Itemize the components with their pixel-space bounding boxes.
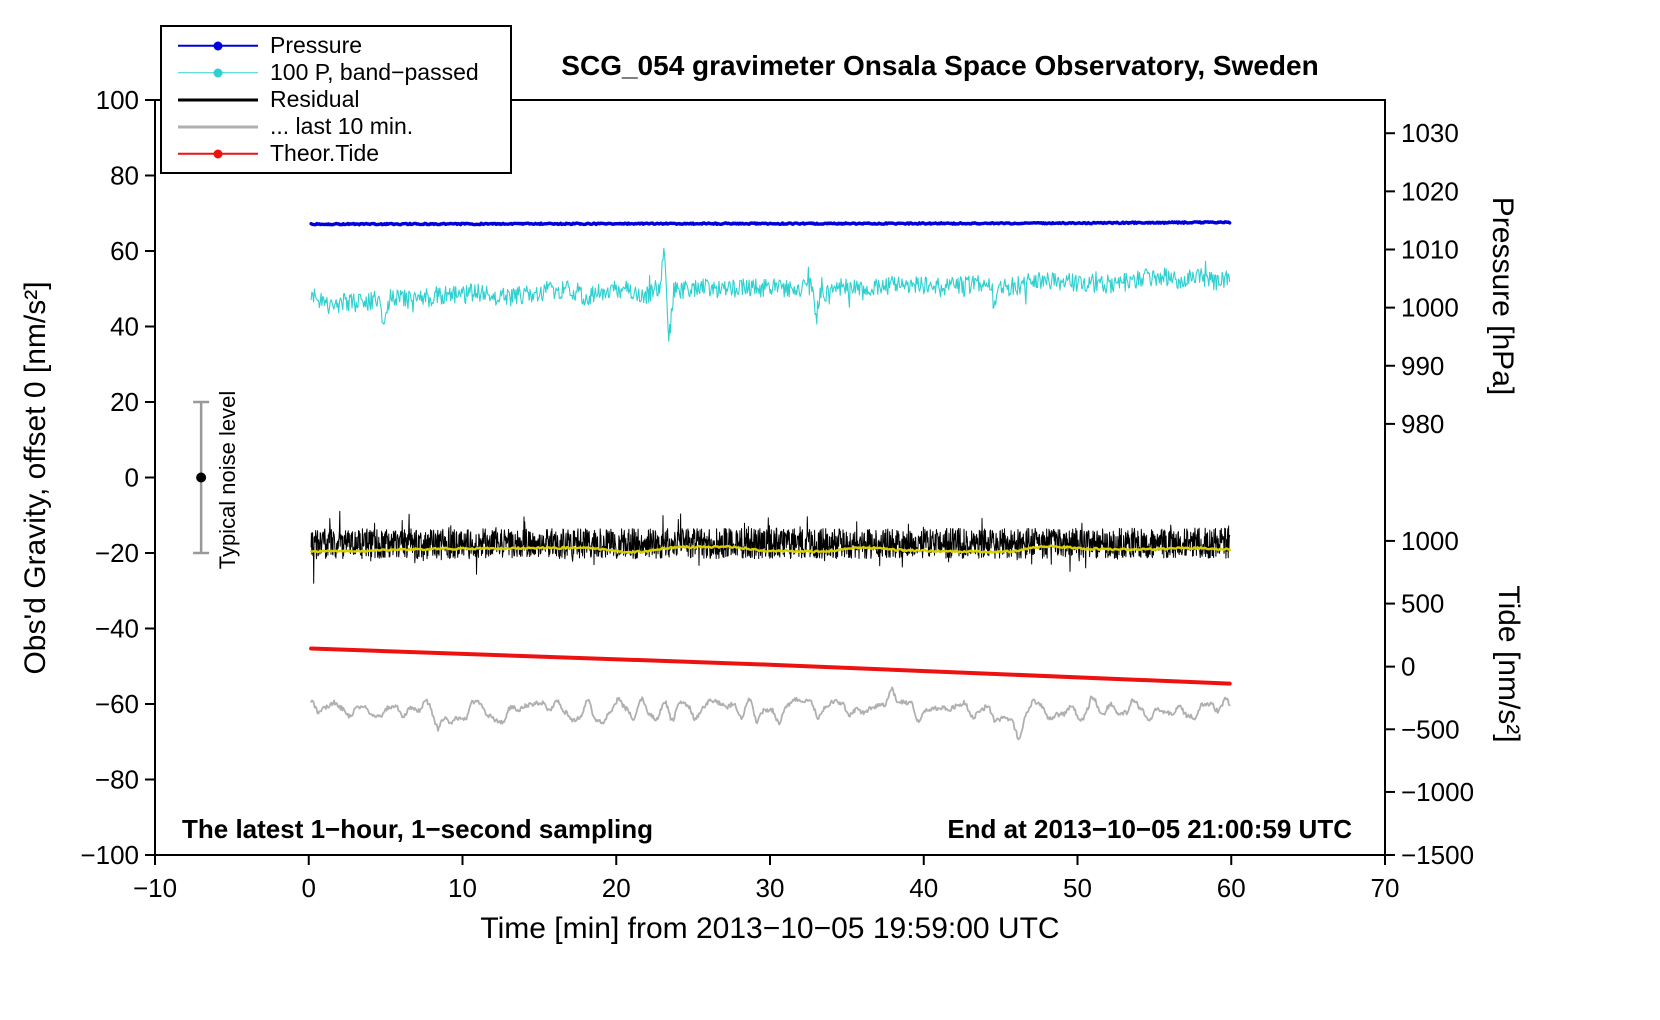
legend-sample bbox=[178, 36, 258, 56]
series-last-10-min bbox=[310, 686, 1231, 741]
legend-item: 100 P, band−passed bbox=[162, 59, 510, 86]
legend-item-label: Theor.Tide bbox=[270, 140, 380, 166]
legend-line bbox=[178, 98, 258, 101]
tide-tick-label: 500 bbox=[1401, 589, 1444, 619]
tide-tick-label: −1000 bbox=[1401, 777, 1474, 807]
chart-title: SCG_054 gravimeter Onsala Space Observat… bbox=[561, 50, 1319, 81]
pressure-tick-label: 1020 bbox=[1401, 176, 1459, 206]
y-axis-label-tide: Tide [nm/s²] bbox=[1492, 585, 1525, 743]
gravity-tick-label: −80 bbox=[95, 765, 139, 795]
legend-item-label: Pressure bbox=[270, 32, 363, 58]
gravity-tick-label: 20 bbox=[110, 387, 139, 417]
noise-marker-dot bbox=[196, 472, 207, 483]
series-pressure bbox=[309, 220, 1232, 227]
sampling-note: The latest 1−hour, 1−second sampling bbox=[182, 814, 654, 844]
pressure-tick-label: 1030 bbox=[1401, 118, 1459, 148]
legend-item: Residual bbox=[162, 86, 510, 113]
gravity-tick-label: 40 bbox=[110, 312, 139, 342]
x-tick-label: 50 bbox=[1063, 873, 1092, 903]
y-axis-label-gravity: Obs'd Gravity, offset 0 [nm/s²] bbox=[19, 281, 52, 675]
tide-tick-label: 0 bbox=[1401, 652, 1415, 682]
plot-frame bbox=[154, 99, 1386, 856]
legend-sample bbox=[178, 144, 258, 164]
series-residual bbox=[310, 510, 1231, 584]
pressure-tick-label: 1010 bbox=[1401, 234, 1459, 264]
y-axis-label-pressure: Pressure [hPa] bbox=[1486, 196, 1519, 396]
x-tick-label: −10 bbox=[133, 873, 177, 903]
legend-item: Theor.Tide bbox=[162, 140, 510, 167]
series-residual-mean bbox=[309, 544, 1231, 555]
legend-sample bbox=[178, 90, 258, 110]
end-time-note: End at 2013−10−05 21:00:59 UTC bbox=[947, 814, 1352, 844]
pressure-tick-label: 1000 bbox=[1401, 293, 1459, 323]
x-tick-label: 40 bbox=[909, 873, 938, 903]
tide-tick-label: 1000 bbox=[1401, 526, 1459, 556]
legend-sample bbox=[178, 63, 258, 83]
pressure-tick-label: 980 bbox=[1401, 409, 1444, 439]
legend-item-label: ... last 10 min. bbox=[270, 113, 414, 139]
legend-marker-dot bbox=[213, 149, 223, 158]
legend-item-label: 100 P, band−passed bbox=[270, 59, 479, 85]
x-tick-label: 0 bbox=[302, 873, 316, 903]
series-theor-tide bbox=[309, 646, 1232, 686]
gravity-tick-label: −60 bbox=[95, 689, 139, 719]
legend-marker-dot bbox=[213, 41, 223, 50]
x-tick-label: 10 bbox=[448, 873, 477, 903]
x-tick-label: 60 bbox=[1217, 873, 1246, 903]
legend-item: Pressure bbox=[162, 32, 510, 59]
legend-item-label: Residual bbox=[270, 86, 360, 112]
series-100-p-band-passed bbox=[310, 247, 1231, 342]
gravity-tick-label: −40 bbox=[95, 614, 139, 644]
x-axis-label: Time [min] from 2013−10−05 19:59:00 UTC bbox=[480, 912, 1060, 945]
legend: Pressure 100 P, band−passed Residual... la… bbox=[160, 25, 512, 174]
legend-line bbox=[178, 125, 258, 128]
x-tick-label: 70 bbox=[1371, 873, 1400, 903]
legend-item: ... last 10 min. bbox=[162, 113, 510, 140]
gravity-tick-label: −100 bbox=[80, 840, 139, 870]
legend-marker-dot bbox=[213, 68, 223, 77]
noise-level-label: Typical noise level bbox=[215, 390, 240, 570]
gravity-tick-label: 80 bbox=[110, 161, 139, 191]
legend-sample bbox=[178, 117, 258, 137]
gravity-tick-label: −20 bbox=[95, 538, 139, 568]
gravity-tick-label: 100 bbox=[96, 85, 139, 115]
tide-tick-label: −1500 bbox=[1401, 840, 1474, 870]
pressure-tick-label: 990 bbox=[1401, 351, 1444, 381]
x-tick-label: 20 bbox=[602, 873, 631, 903]
gravity-tick-label: 0 bbox=[125, 463, 139, 493]
tide-tick-label: −500 bbox=[1401, 714, 1460, 744]
gravity-tick-label: 60 bbox=[110, 236, 139, 266]
x-tick-label: 30 bbox=[756, 873, 785, 903]
